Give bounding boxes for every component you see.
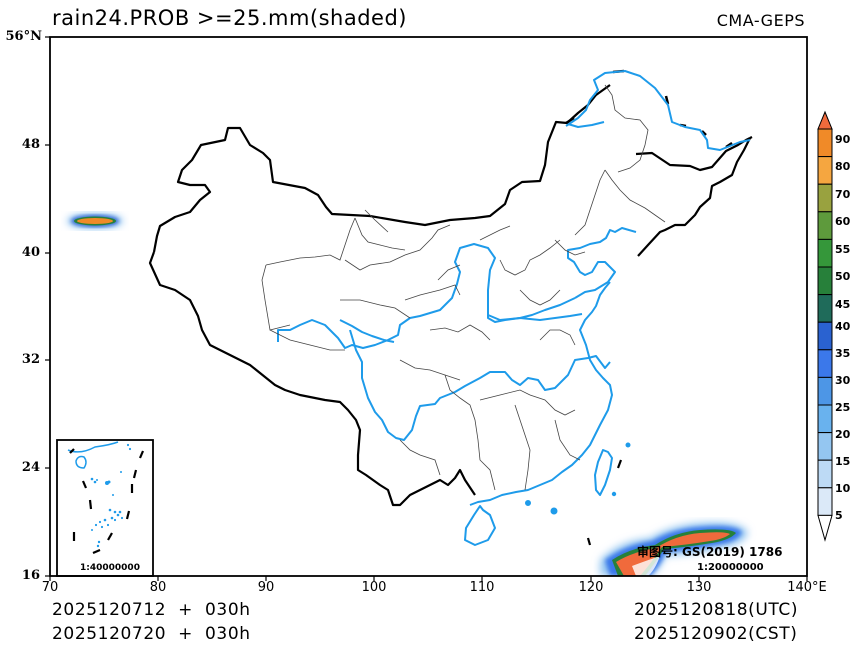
y-tick-48: 48 — [21, 137, 40, 152]
inset-map-scale: 1:40000000 — [80, 563, 140, 573]
y-tick-56: 56°N — [5, 29, 42, 44]
axis-ticks — [45, 36, 808, 581]
colorbar-label-35: 35 — [835, 347, 851, 360]
colorbar-label-20: 20 — [835, 428, 851, 441]
x-tick-70: 70 — [41, 580, 59, 595]
y-tick-40: 40 — [21, 245, 40, 260]
colorbar-label-50: 50 — [835, 270, 851, 283]
colorbar — [817, 110, 833, 542]
colorbar-label-55: 55 — [835, 243, 851, 256]
chart-title: rain24.PROB >=25.mm(shaded) — [52, 6, 407, 30]
x-tick-80: 80 — [149, 580, 167, 595]
province-borders — [261, 84, 666, 491]
colorbar-label-80: 80 — [835, 160, 851, 173]
country-borders — [148, 84, 753, 507]
init-time-utc: 2025120712 + 030h — [52, 600, 251, 620]
x-tick-120: 120 — [578, 580, 604, 595]
south-china-sea-inset — [56, 439, 154, 577]
prob-area-west — [67, 213, 123, 229]
y-tick-16: 16 — [21, 568, 40, 583]
valid-time-utc: 2025120818(UTC) — [634, 600, 799, 620]
colorbar-label-25: 25 — [835, 401, 851, 414]
x-tick-100: 100 — [361, 580, 387, 595]
y-tick-32: 32 — [21, 352, 40, 367]
colorbar-label-45: 45 — [835, 298, 851, 311]
colorbar-label-15: 15 — [835, 455, 851, 468]
colorbar-label-90: 90 — [835, 133, 851, 146]
x-tick-90: 90 — [257, 580, 275, 595]
sea-boundary-dashes — [586, 459, 623, 546]
colorbar-label-10: 10 — [835, 482, 851, 495]
x-tick-140: 140°E — [787, 580, 827, 595]
plot-frame — [49, 36, 808, 577]
colorbar-label-30: 30 — [835, 374, 851, 387]
rivers-and-coast — [277, 70, 751, 546]
colorbar-label-40: 40 — [835, 320, 851, 333]
colorbar-label-60: 60 — [835, 215, 851, 228]
model-label: CMA-GEPS — [716, 11, 805, 30]
main-map-scale: 1:20000000 — [697, 562, 764, 573]
x-tick-110: 110 — [469, 580, 495, 595]
probability-shading — [67, 213, 748, 576]
valid-time-cst: 2025120902(CST) — [634, 624, 798, 644]
prob-area-southeast — [600, 522, 748, 576]
y-tick-24: 24 — [21, 460, 40, 475]
init-time-cst: 2025120720 + 030h — [52, 624, 251, 644]
map-review-number: 审图号: GS(2019) 1786 — [637, 545, 783, 559]
x-tick-130: 130 — [686, 580, 712, 595]
colorbar-label-70: 70 — [835, 188, 851, 201]
colorbar-label-5: 5 — [835, 509, 843, 522]
